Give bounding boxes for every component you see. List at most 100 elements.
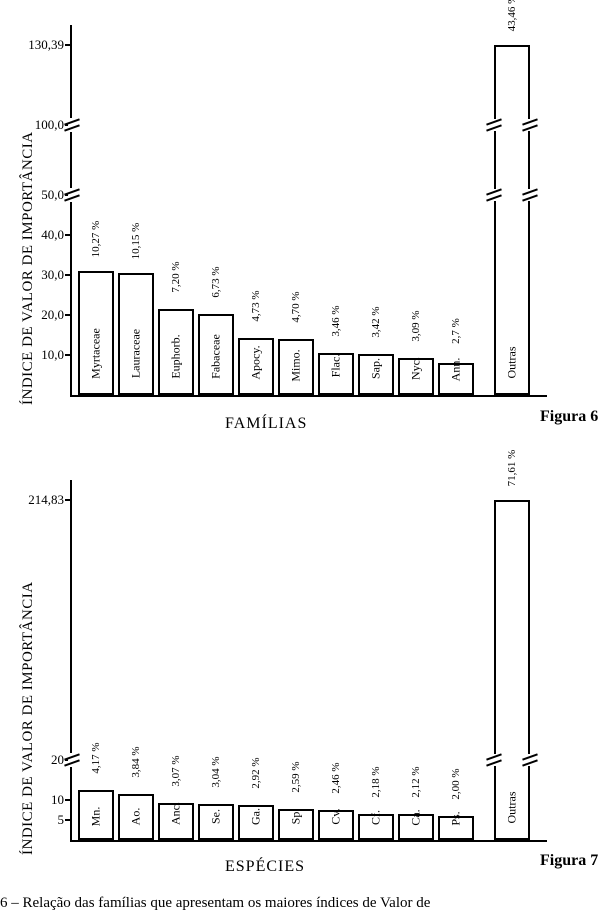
bar-name: Outras	[505, 792, 520, 824]
bar: Ann.	[438, 363, 474, 395]
bar-name: Fabaceae	[209, 334, 224, 379]
bar-break	[522, 119, 538, 131]
y-tick-label: 20	[14, 752, 64, 768]
y-tick-label: 10	[14, 792, 64, 808]
bar-name: Sp.	[289, 809, 304, 825]
bar-name: Flac.	[329, 354, 344, 378]
bar-name: Euphorb.	[169, 334, 184, 378]
bar-percent: 2,7 %	[450, 318, 462, 344]
bar: Flac.	[318, 353, 354, 395]
bar-name: Ca.	[409, 810, 424, 826]
bar-percent: 10,15 %	[130, 223, 142, 260]
axis-break	[64, 754, 80, 766]
bar-percent: 3,07 %	[170, 756, 182, 787]
bar-name: Cf.	[369, 810, 384, 825]
figure-7-label: Figura 7	[540, 852, 598, 870]
bar-percent: 2,46 %	[330, 763, 342, 794]
y-tick-label: 20,0	[14, 307, 64, 323]
bar-percent: 4,73 %	[250, 291, 262, 322]
bar: Sap.	[358, 354, 394, 395]
bar-percent: 2,59 %	[290, 761, 302, 792]
bar-percent: 3,09 %	[410, 310, 422, 341]
y-tick-mark	[65, 44, 72, 46]
bar-name: Ps.	[449, 811, 464, 825]
bar: Mn.	[78, 790, 114, 840]
bar-percent: 43,46 %	[506, 0, 518, 31]
bar-name: Apocy.	[249, 345, 264, 379]
bar-break	[486, 189, 502, 201]
bar-percent: 7,20 %	[170, 261, 182, 292]
bar-name: Lauraceae	[129, 329, 144, 378]
families-plot: Myrtaceae 10,27 % Lauraceae 10,15 % Euphorb.…	[70, 25, 547, 395]
bar: Anc.	[158, 803, 194, 840]
bar-percent: 3,42 %	[370, 306, 382, 337]
species-x-label: ESPÉCIES	[225, 858, 305, 876]
bar: Ga.	[238, 805, 274, 840]
y-tick-mark	[65, 314, 72, 316]
bar-name: Ga.	[249, 808, 264, 825]
axis-break	[64, 119, 80, 131]
y-tick-label: 100,0	[14, 117, 64, 133]
families-x-label: FAMÍLIAS	[225, 415, 307, 433]
y-tick-mark	[65, 819, 72, 821]
bar: Outras	[494, 500, 530, 840]
bar-break	[486, 754, 502, 766]
bar-percent: 10,27 %	[90, 221, 102, 258]
bar: Mimo.	[278, 339, 314, 395]
y-tick-label: 40,0	[14, 227, 64, 243]
bar-percent: 4,17 %	[90, 742, 102, 773]
bar-name: Ann.	[449, 357, 464, 381]
bar: Outras	[494, 45, 530, 395]
bar-percent: 4,70 %	[290, 291, 302, 322]
y-tick-mark	[65, 354, 72, 356]
bar: Se.	[198, 804, 234, 840]
bar-percent: 2,18 %	[370, 766, 382, 797]
species-plot: Mn. 4,17 % Ao. 3,84 % Anc. 3,07 % Se. 3,04 % Ga.…	[70, 480, 547, 840]
bar-name: Mimo.	[289, 349, 304, 381]
bar-percent: 3,04 %	[210, 756, 222, 787]
bar: Fabaceae	[198, 314, 234, 395]
bar-name: Ao.	[129, 808, 144, 826]
page: ÍNDICE DE VALOR DE IMPORTÂNCIA Myrtaceae…	[0, 0, 605, 916]
axis-break	[64, 189, 80, 201]
bar: Ps.	[438, 816, 474, 840]
y-tick-mark	[65, 234, 72, 236]
bar-name: Sap.	[369, 358, 384, 379]
bar-name: Anc.	[169, 802, 184, 825]
bar: Apocy.	[238, 338, 274, 395]
bar-percent: 2,00 %	[450, 768, 462, 799]
bar: Euphorb.	[158, 309, 194, 395]
bar-percent: 2,12 %	[410, 767, 422, 798]
bar-name: Nyc.	[409, 357, 424, 380]
bar-percent: 3,46 %	[330, 306, 342, 337]
figure-6-label: Figura 6	[540, 408, 598, 426]
bar-name: Mn.	[89, 807, 104, 827]
bar-break	[522, 754, 538, 766]
y-tick-label: 5	[14, 812, 64, 828]
bar-name: Se.	[209, 809, 224, 824]
bar: Lauraceae	[118, 273, 154, 395]
bar: Myrtaceae	[78, 271, 114, 395]
y-tick-label: 214,83	[14, 492, 64, 508]
bar-percent: 71,61 %	[506, 450, 518, 487]
caption-text: 6 – Relação das famílias que apresentam …	[0, 895, 430, 912]
bar-name: Cv.	[329, 808, 344, 824]
bar-percent: 2,92 %	[250, 757, 262, 788]
y-tick-mark	[65, 274, 72, 276]
bar: Sp.	[278, 809, 314, 840]
bar-percent: 3,84 %	[130, 746, 142, 777]
y-tick-label: 130,39	[14, 37, 64, 53]
species-chart: ÍNDICE DE VALOR DE IMPORTÂNCIA Mn.4,17 %…	[0, 455, 605, 885]
bar-break	[522, 189, 538, 201]
y-tick-label: 10,0	[14, 347, 64, 363]
bar: Ao.	[118, 794, 154, 840]
y-tick-label: 30,0	[14, 267, 64, 283]
bar: Cf.	[358, 814, 394, 840]
y-tick-mark	[65, 799, 72, 801]
y-tick-label: 50,0	[14, 187, 64, 203]
families-chart: ÍNDICE DE VALOR DE IMPORTÂNCIA Myrtaceae…	[0, 0, 605, 440]
bar: Cv.	[318, 810, 354, 840]
bar-name: Outras	[505, 347, 520, 379]
bar: Nyc.	[398, 358, 434, 395]
bar: Ca.	[398, 814, 434, 840]
